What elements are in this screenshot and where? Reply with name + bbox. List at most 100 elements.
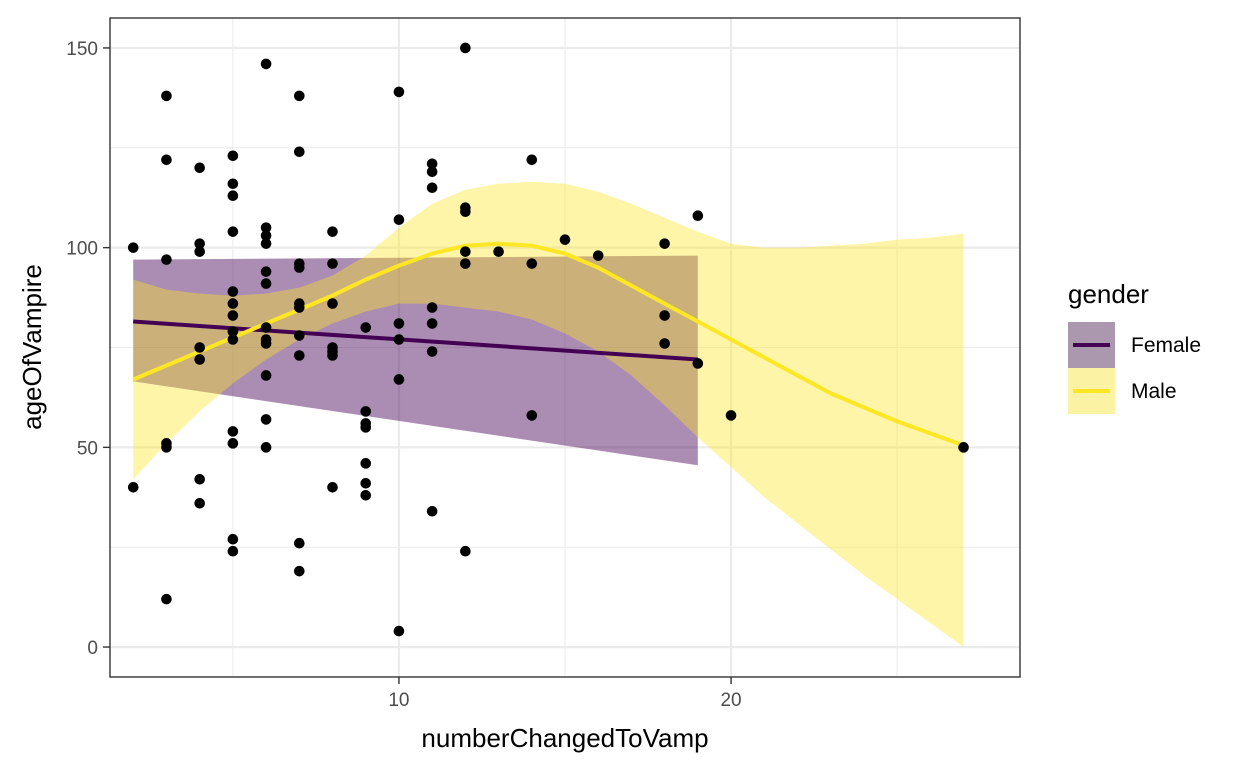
data-point bbox=[194, 342, 205, 353]
data-point bbox=[260, 222, 272, 233]
legend-title: gender bbox=[1068, 279, 1149, 309]
data-point bbox=[294, 565, 305, 577]
data-point bbox=[227, 545, 239, 557]
data-point bbox=[194, 246, 205, 257]
data-point bbox=[460, 545, 471, 557]
data-point bbox=[227, 438, 239, 449]
data-point bbox=[294, 302, 305, 313]
data-point bbox=[360, 422, 372, 433]
data-point bbox=[460, 246, 471, 257]
data-point bbox=[227, 334, 239, 345]
y-axis-title: ageOfVampire bbox=[17, 264, 47, 430]
data-point bbox=[294, 330, 305, 341]
y-tick-label: 50 bbox=[77, 438, 98, 459]
data-point bbox=[260, 58, 272, 70]
data-point bbox=[659, 238, 670, 249]
data-point bbox=[393, 86, 405, 98]
data-point bbox=[360, 406, 372, 417]
data-point bbox=[227, 150, 239, 162]
data-point bbox=[393, 214, 405, 225]
data-point bbox=[659, 338, 670, 349]
data-point bbox=[227, 326, 239, 337]
data-point bbox=[227, 190, 239, 202]
x-axis-title: numberChangedToVamp bbox=[421, 723, 708, 753]
confidence-bands bbox=[133, 181, 964, 648]
data-point bbox=[360, 489, 372, 501]
data-point bbox=[161, 593, 172, 605]
data-point bbox=[327, 481, 338, 493]
data-point bbox=[294, 146, 305, 158]
legend-label: Male bbox=[1131, 380, 1177, 403]
legend-label: Female bbox=[1131, 334, 1201, 357]
data-point bbox=[194, 238, 205, 249]
legend: gender Female Male bbox=[1068, 279, 1201, 414]
data-point bbox=[426, 302, 438, 313]
data-point bbox=[360, 458, 372, 469]
data-point bbox=[592, 250, 604, 261]
male-fit-line bbox=[132, 241, 965, 448]
data-point bbox=[260, 414, 272, 425]
female-fit-line bbox=[133, 319, 698, 362]
major-gridlines bbox=[110, 18, 1020, 677]
data-point bbox=[194, 354, 205, 365]
data-point bbox=[227, 226, 239, 237]
female-confidence-band bbox=[133, 255, 698, 466]
data-point bbox=[692, 210, 704, 221]
data-point bbox=[294, 90, 305, 102]
data-point bbox=[260, 370, 272, 381]
panel-border bbox=[109, 17, 1021, 678]
fit-lines bbox=[132, 241, 965, 448]
data-point bbox=[460, 206, 471, 218]
minor-gridlines bbox=[110, 18, 1020, 677]
data-point bbox=[393, 625, 405, 637]
data-point bbox=[327, 298, 338, 309]
data-point bbox=[161, 154, 172, 166]
data-point bbox=[327, 258, 338, 269]
data-point bbox=[227, 426, 239, 437]
data-point bbox=[260, 238, 272, 249]
data-point bbox=[260, 322, 272, 333]
data-point bbox=[194, 474, 205, 485]
data-point bbox=[227, 310, 239, 321]
male-confidence-band bbox=[133, 181, 964, 648]
x-tick-label: 10 bbox=[388, 690, 409, 711]
data-point bbox=[260, 230, 272, 241]
data-point bbox=[260, 338, 272, 349]
data-point bbox=[227, 178, 239, 190]
data-point bbox=[393, 334, 405, 345]
data-point bbox=[725, 410, 737, 421]
data-point bbox=[460, 258, 471, 269]
data-point bbox=[294, 350, 305, 361]
data-point bbox=[426, 505, 438, 517]
y-tick-label: 0 bbox=[87, 638, 98, 659]
data-point bbox=[161, 90, 172, 102]
data-point bbox=[659, 310, 670, 321]
data-point bbox=[393, 318, 405, 329]
data-point bbox=[294, 262, 305, 273]
data-point bbox=[426, 318, 438, 329]
y-tick-label: 100 bbox=[66, 239, 98, 260]
data-point bbox=[260, 442, 272, 453]
data-point bbox=[526, 410, 538, 421]
data-point bbox=[526, 258, 538, 269]
data-point bbox=[327, 226, 338, 237]
data-point bbox=[493, 246, 504, 257]
data-point bbox=[360, 322, 372, 333]
data-point bbox=[260, 266, 272, 277]
y-axis: 0 50 100 150 bbox=[66, 39, 110, 659]
data-point bbox=[227, 286, 239, 297]
data-point bbox=[426, 182, 438, 194]
data-point bbox=[194, 497, 205, 509]
data-point bbox=[127, 481, 139, 493]
data-point bbox=[393, 374, 405, 385]
data-point bbox=[327, 350, 338, 361]
x-tick-label: 20 bbox=[720, 690, 741, 711]
data-point bbox=[426, 166, 438, 178]
data-point bbox=[559, 234, 571, 245]
data-point bbox=[227, 533, 239, 545]
data-point bbox=[127, 242, 139, 253]
data-point bbox=[260, 278, 272, 289]
data-points bbox=[127, 42, 969, 637]
data-point bbox=[526, 154, 538, 166]
